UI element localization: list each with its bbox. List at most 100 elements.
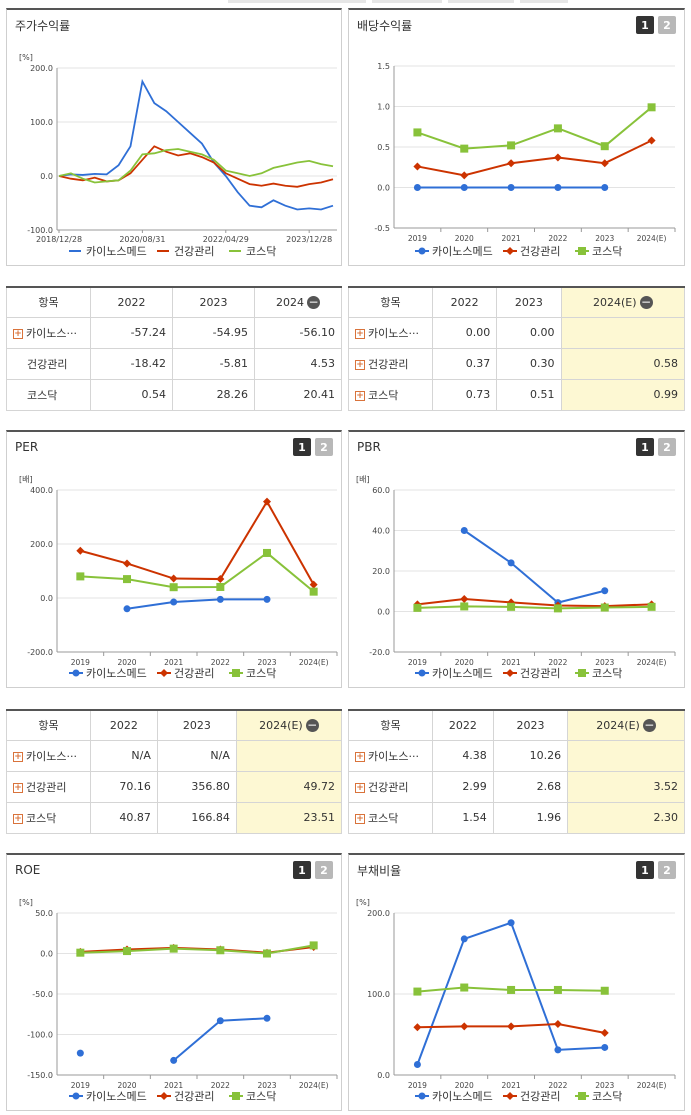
page-1-button[interactable]: 1 — [636, 438, 654, 456]
row-label: 건강관리 — [6, 347, 91, 380]
x-tick-label: 2022/04/29 — [203, 235, 249, 244]
x-tick-label: 2021 — [502, 1081, 521, 1090]
y-tick-label: 0.0 — [40, 594, 53, 603]
legend-marker — [160, 1092, 168, 1100]
expand-icon[interactable]: + — [13, 782, 23, 793]
series-line-1 — [126, 598, 267, 610]
y-tick-label: 100.0 — [30, 118, 53, 127]
table-cell — [560, 316, 685, 349]
legend-marker — [418, 247, 426, 255]
data-point-2 — [413, 162, 422, 171]
table-row: + 카이노스··· 0.00 0.00 — [348, 316, 685, 349]
data-point-2 — [553, 1019, 562, 1028]
expand-icon[interactable]: + — [13, 328, 23, 339]
x-tick-label: 2019 — [408, 234, 427, 243]
table-cell: 40.87 — [90, 801, 158, 834]
page-1-button[interactable]: 1 — [636, 16, 654, 34]
data-point-3 — [413, 128, 422, 137]
data-point-2 — [123, 559, 131, 568]
table-cell: -57.24 — [89, 316, 174, 349]
data-point-2 — [507, 159, 516, 168]
data-point-2 — [647, 136, 656, 145]
collapse-icon[interactable]: − — [639, 295, 653, 309]
y-tick-label: 400.0 — [30, 486, 53, 495]
x-tick-label: 2023 — [595, 234, 614, 243]
page-2-button[interactable]: 2 — [658, 861, 676, 879]
table-cell: 70.16 — [90, 770, 158, 803]
expand-icon[interactable]: + — [355, 359, 365, 370]
y-tick-label: 0.0 — [377, 608, 390, 617]
data-point-2 — [263, 497, 271, 506]
x-tick-label: 2024(E) — [637, 658, 667, 667]
collapse-icon[interactable]: − — [642, 718, 656, 732]
legend-label: 코스닥 — [592, 667, 622, 680]
expand-icon[interactable]: + — [355, 390, 365, 401]
page-2-button[interactable]: 2 — [315, 438, 333, 456]
panel-title: 주가수익률 — [15, 18, 71, 33]
legend-marker — [506, 247, 514, 255]
data-point-1 — [216, 595, 224, 603]
collapse-icon[interactable]: − — [307, 295, 321, 309]
table-cell: 0.00 — [496, 316, 562, 349]
y-tick-label: 100.0 — [367, 990, 390, 999]
y-tick-label: 1.0 — [377, 103, 390, 112]
x-tick-label: 2021 — [502, 658, 521, 667]
expand-icon[interactable]: + — [355, 813, 365, 824]
data-point-1 — [263, 1014, 271, 1022]
series-line-2 — [417, 139, 653, 177]
legend-marker — [578, 247, 586, 255]
table-cell: -54.95 — [172, 316, 256, 349]
series-line-3 — [80, 944, 314, 955]
page-1-button[interactable]: 1 — [636, 861, 654, 879]
page-1-button[interactable]: 1 — [293, 861, 311, 879]
table-row: 코스닥 0.54 28.26 20.41 — [6, 378, 342, 411]
legend-label: 카이노스메드 — [432, 1090, 493, 1103]
table-cell: 28.26 — [172, 378, 256, 411]
data-point-2 — [507, 1022, 516, 1031]
row-label: + 건강관리 — [348, 347, 433, 380]
x-tick-label: 2024(E) — [299, 1081, 329, 1090]
data-point-1 — [507, 919, 515, 927]
x-tick-label: 2018/12/28 — [36, 235, 82, 244]
data-point-2 — [413, 1023, 422, 1032]
table-cell: 0.73 — [431, 378, 498, 411]
table-cell: 0.00 — [431, 316, 498, 349]
top-tab-fragment — [520, 0, 568, 3]
x-tick-label: 2022 — [548, 1081, 567, 1090]
x-tick-label: 2024(E) — [637, 1081, 667, 1090]
table-cell: 0.30 — [496, 347, 562, 380]
y-axis-label: [%] — [19, 53, 33, 62]
page-1-button[interactable]: 1 — [293, 438, 311, 456]
x-tick-label: 2023/12/28 — [286, 235, 332, 244]
table-cell: 23.51 — [235, 801, 343, 834]
data-point-3 — [553, 604, 562, 613]
data-point-1 — [123, 605, 131, 613]
y-tick-label: -20.0 — [369, 648, 390, 657]
x-tick-label: 2022 — [548, 234, 567, 243]
x-tick-label: 2022 — [211, 658, 230, 667]
table-header: 2023 — [492, 709, 569, 741]
table-row: + 카이노스··· N/A N/A — [6, 739, 343, 772]
page-2-button[interactable]: 2 — [658, 438, 676, 456]
legend-marker — [418, 669, 426, 677]
expand-icon[interactable]: + — [13, 813, 23, 824]
collapse-icon[interactable]: − — [305, 718, 319, 732]
expand-icon[interactable]: + — [355, 782, 365, 793]
expand-icon[interactable]: + — [355, 328, 365, 339]
roe-chart: [%]50.0 0.0 -50.0 -100.0 -150.0 2019 2020 2021 2… — [19, 898, 338, 1103]
page-2-button[interactable]: 2 — [315, 861, 333, 879]
expand-icon[interactable]: + — [355, 751, 365, 762]
legend-label: 코스닥 — [246, 1090, 276, 1103]
legend-label: 건강관리 — [520, 1090, 560, 1103]
data-point-3 — [309, 587, 318, 596]
x-tick-label: 2024(E) — [299, 658, 329, 667]
expand-icon[interactable]: + — [13, 751, 23, 762]
panel-title: PER — [15, 440, 39, 454]
series-line-2 — [417, 597, 652, 608]
table-row: + 코스닥 0.73 0.51 0.99 — [348, 378, 685, 411]
page-2-button[interactable]: 2 — [658, 16, 676, 34]
